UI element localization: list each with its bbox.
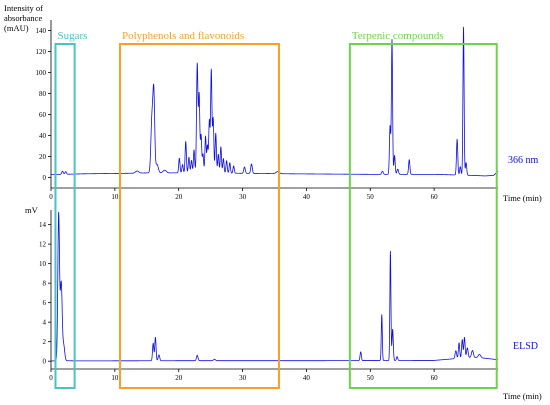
sugars-region-label: Sugars <box>57 30 87 42</box>
x-tick-label-uv-60: 60 <box>431 193 439 201</box>
elsd-x-axis-title: Time (min) <box>503 391 542 401</box>
elsd-trace <box>50 211 499 362</box>
y-tick-label-elsd-14: 14 <box>39 221 47 229</box>
x-tick-label-elsd-0: 0 <box>49 374 53 382</box>
y-tick-label-uv-80: 80 <box>39 90 47 98</box>
elsd-panel: mV 0 2 4 6 8 10 12 14 0 10 20 30 40 50 60 ELSD Time (… <box>25 205 542 401</box>
y-tick-label-elsd-4: 4 <box>43 319 47 327</box>
x-tick-label-uv-0: 0 <box>49 193 53 201</box>
elsd-y-axis-ticks: 0 2 4 6 8 10 12 14 <box>39 221 51 366</box>
polyphenols-region-box <box>118 43 280 389</box>
y-tick-label-uv-20: 20 <box>39 153 47 161</box>
uv-y-axis-ticks: 0 20 40 60 80 100 120 140 <box>36 27 51 182</box>
y-tick-label-uv-60: 60 <box>39 111 47 119</box>
x-tick-label-uv-10: 10 <box>111 193 119 201</box>
y-tick-label-elsd-0: 0 <box>43 358 47 366</box>
x-tick-label-uv-50: 50 <box>367 193 375 201</box>
uv-366nm-trace <box>50 26 499 177</box>
uv-y-title-line-1: Intensity of <box>4 3 43 13</box>
uv-y-title-line-2: absorbance <box>4 13 42 23</box>
uv-x-axis-ticks: 0 10 20 30 40 50 60 <box>49 188 438 201</box>
uv-x-axis-title: Time (min) <box>503 193 542 203</box>
terpenes-region-box <box>348 43 498 389</box>
y-tick-label-elsd-12: 12 <box>39 241 47 249</box>
y-tick-label-elsd-10: 10 <box>39 260 47 268</box>
y-tick-label-uv-100: 100 <box>36 69 47 77</box>
elsd-trace-label: ELSD <box>513 341 538 352</box>
sugars-region-box <box>54 43 76 389</box>
y-tick-label-uv-40: 40 <box>39 132 47 140</box>
x-tick-label-uv-40: 40 <box>303 193 311 201</box>
region-boxes: Sugars Polyphenols and flavonoids Terpen… <box>54 30 498 389</box>
x-tick-label-elsd-50: 50 <box>367 374 375 382</box>
y-tick-label-elsd-6: 6 <box>43 299 47 307</box>
elsd-x-axis-ticks: 0 10 20 30 40 50 60 <box>49 369 438 382</box>
elsd-y-title: mV <box>25 205 39 215</box>
x-tick-label-elsd-40: 40 <box>303 374 311 382</box>
uv-trace-label: 366 nm <box>508 155 539 166</box>
x-tick-label-elsd-60: 60 <box>431 374 439 382</box>
y-tick-label-uv-140: 140 <box>36 27 47 35</box>
x-tick-label-elsd-20: 20 <box>175 374 183 382</box>
x-tick-label-uv-30: 30 <box>239 193 247 201</box>
y-tick-label-uv-120: 120 <box>36 48 47 56</box>
x-tick-label-elsd-10: 10 <box>111 374 119 382</box>
x-tick-label-uv-20: 20 <box>175 193 183 201</box>
y-tick-label-elsd-8: 8 <box>43 280 47 288</box>
terpenes-region-label: Terpenic compounds <box>352 30 444 42</box>
polyphenols-region-label: Polyphenols and flavonoids <box>122 30 244 42</box>
y-tick-label-uv-0: 0 <box>43 174 47 182</box>
x-tick-label-elsd-30: 30 <box>239 374 247 382</box>
y-tick-label-elsd-2: 2 <box>43 338 47 346</box>
uv-panel: Intensity of absorbance (mAU) 0 20 40 60 80 1… <box>4 3 542 203</box>
uv-y-title-line-3: (mAU) <box>4 23 29 33</box>
